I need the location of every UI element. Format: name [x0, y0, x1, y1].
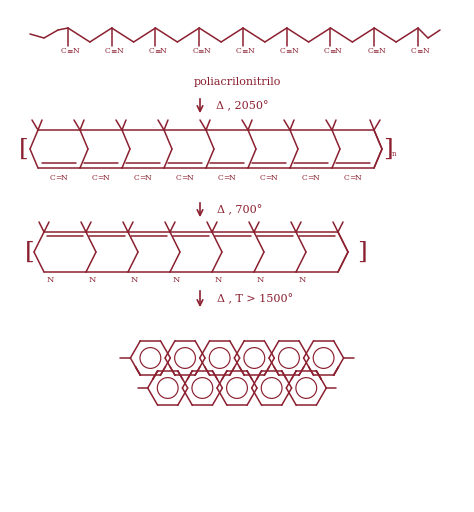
Text: N: N	[160, 47, 167, 55]
Text: =: =	[307, 175, 313, 182]
Text: N: N	[145, 174, 151, 182]
Text: N: N	[228, 174, 236, 182]
Text: N: N	[423, 47, 429, 55]
Text: ≡: ≡	[198, 48, 204, 56]
Text: poliacrilonitrilo: poliacrilonitrilo	[193, 77, 281, 87]
Text: C: C	[344, 174, 350, 182]
Text: N: N	[335, 47, 342, 55]
Text: =: =	[97, 175, 103, 182]
Text: N: N	[103, 174, 109, 182]
Text: =: =	[349, 175, 355, 182]
Text: N: N	[73, 47, 79, 55]
Text: N: N	[61, 174, 67, 182]
Text: C: C	[50, 174, 56, 182]
Text: =: =	[265, 175, 271, 182]
Text: N: N	[214, 276, 222, 284]
Text: N: N	[46, 276, 54, 284]
Text: =: =	[223, 175, 229, 182]
Text: N: N	[271, 174, 277, 182]
Text: N: N	[117, 47, 123, 55]
Text: N: N	[173, 276, 180, 284]
Text: N: N	[187, 174, 193, 182]
Text: C: C	[61, 47, 67, 55]
Text: =: =	[55, 175, 61, 182]
Text: C: C	[192, 47, 198, 55]
Text: =: =	[139, 175, 145, 182]
Text: C: C	[324, 47, 329, 55]
Text: ≡: ≡	[329, 48, 335, 56]
Text: C: C	[92, 174, 98, 182]
Text: N: N	[298, 276, 306, 284]
Text: Δ , 2050°: Δ , 2050°	[216, 101, 268, 111]
Text: ≡: ≡	[416, 48, 423, 56]
Text: C: C	[134, 174, 140, 182]
Text: C: C	[105, 47, 110, 55]
Text: C: C	[149, 47, 155, 55]
Text: C: C	[411, 47, 417, 55]
Text: C: C	[260, 174, 266, 182]
Text: Δ , T > 1500°: Δ , T > 1500°	[217, 294, 293, 304]
Text: N: N	[247, 47, 255, 55]
Text: ≡: ≡	[154, 48, 160, 56]
Text: ≡: ≡	[110, 48, 117, 56]
Text: n: n	[392, 150, 396, 158]
Text: C: C	[302, 174, 308, 182]
Text: ≡: ≡	[66, 48, 73, 56]
Text: ≡: ≡	[373, 48, 379, 56]
Text: C: C	[280, 47, 286, 55]
Text: =: =	[181, 175, 187, 182]
Text: C: C	[367, 47, 373, 55]
Text: ≡: ≡	[285, 48, 292, 56]
Text: N: N	[204, 47, 210, 55]
Text: C: C	[218, 174, 224, 182]
Text: N: N	[355, 174, 361, 182]
Text: C: C	[176, 174, 182, 182]
Text: N: N	[130, 276, 137, 284]
Text: ]: ]	[383, 138, 393, 160]
Text: ]: ]	[357, 241, 367, 264]
Text: N: N	[313, 174, 319, 182]
Text: [: [	[19, 138, 29, 160]
Text: N: N	[256, 276, 264, 284]
Text: N: N	[292, 47, 298, 55]
Text: C: C	[236, 47, 242, 55]
Text: N: N	[88, 276, 96, 284]
Text: N: N	[379, 47, 386, 55]
Text: ≡: ≡	[241, 48, 248, 56]
Text: [: [	[25, 241, 35, 264]
Text: Δ , 700°: Δ , 700°	[218, 205, 263, 216]
